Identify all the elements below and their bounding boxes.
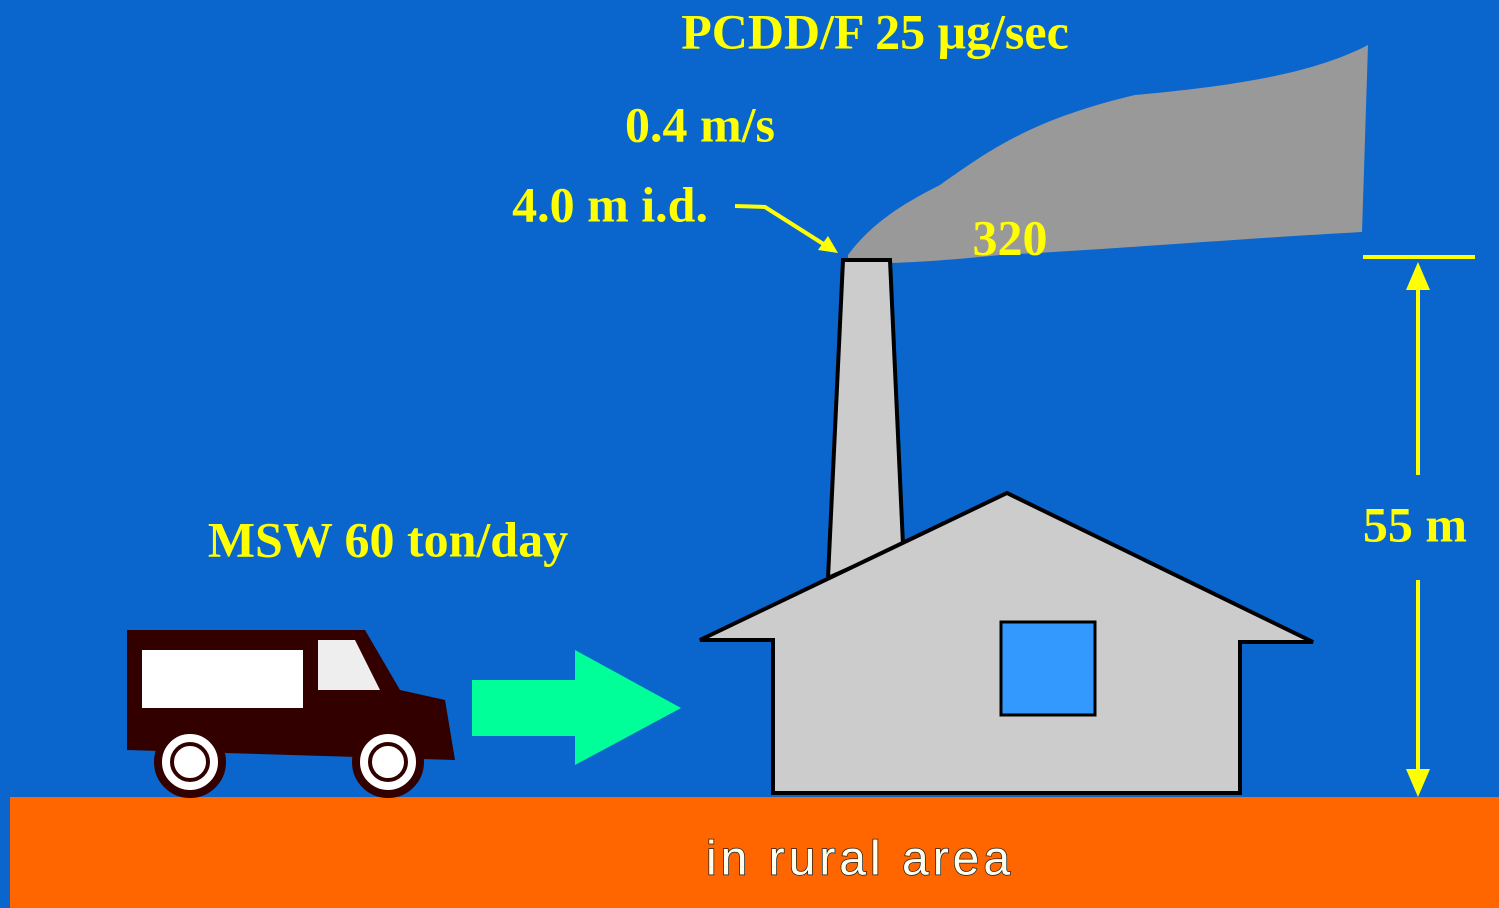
height-label: 55 m: [1363, 496, 1467, 552]
chimney: [828, 260, 903, 578]
diameter-label: 4.0 m i.d.: [512, 176, 708, 232]
temperature-label: 320: [973, 209, 1048, 265]
diagram: PCDD/F 25 μg/sec 0.4 m/s 4.0 m i.d. 320 …: [0, 0, 1499, 908]
velocity-label: 0.4 m/s: [625, 96, 775, 152]
location-label: in rural area: [706, 833, 1014, 886]
emission-label: PCDD/F 25 μg/sec: [681, 3, 1069, 59]
waste-label: MSW 60 ton/day: [208, 511, 568, 567]
window: [1001, 622, 1095, 715]
